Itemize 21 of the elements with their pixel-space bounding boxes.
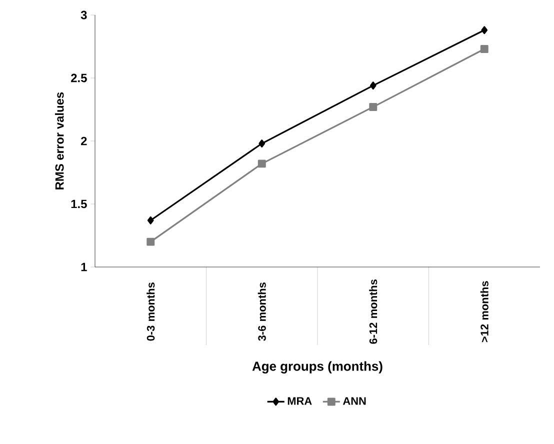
point: [258, 140, 266, 148]
point: [258, 160, 266, 168]
legend-label: ANN: [342, 397, 366, 405]
point: [481, 26, 488, 34]
y-tick-label: 1: [81, 262, 87, 272]
x-axis-title: Age groups (months): [252, 361, 382, 374]
legend-label: MRA: [288, 397, 312, 405]
x-tick-label: 3-6 months: [258, 282, 266, 341]
point: [480, 45, 488, 54]
point: [369, 102, 378, 111]
x-tick-label: 0-3 months: [146, 282, 155, 341]
x-tick-label: 6-12 months: [369, 280, 378, 344]
point: [146, 238, 155, 246]
y-axis-title: RMS error values: [54, 92, 64, 190]
y-tick-label: 3: [80, 10, 87, 20]
point: [370, 82, 376, 90]
x-tick-label: >12 months: [480, 281, 488, 342]
point: [147, 216, 154, 224]
y-tick-label: 2: [81, 136, 87, 146]
y-tick-label: 2.5: [71, 74, 87, 82]
y-tick-label: 1.5: [71, 200, 87, 208]
